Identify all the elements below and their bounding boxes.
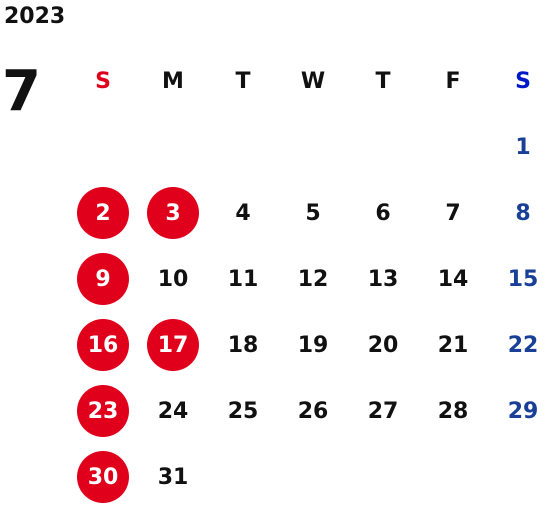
empty-day-cell <box>68 114 138 180</box>
day-cell: 28 <box>418 378 488 444</box>
day-number: 19 <box>297 332 329 358</box>
day-number: 10 <box>157 266 189 292</box>
empty-day-cell <box>208 444 278 510</box>
calendar-week-row: 23 24 25 26 27 28 29 <box>68 378 548 444</box>
weekday-header-tuesday: T <box>235 68 251 94</box>
empty-day-cell <box>488 444 548 510</box>
day-number: 6 <box>375 200 391 226</box>
day-cell: 6 <box>348 180 418 246</box>
empty-day-cell <box>348 444 418 510</box>
empty-day-cell <box>278 114 348 180</box>
day-cell: 7 <box>418 180 488 246</box>
weekday-header-monday: M <box>162 68 184 94</box>
day-number: 18 <box>227 332 259 358</box>
day-number: 16 <box>77 319 129 371</box>
day-cell: 24 <box>138 378 208 444</box>
day-number: 24 <box>157 398 189 424</box>
day-number: 3 <box>147 187 199 239</box>
day-cell: 30 <box>68 444 138 510</box>
day-cell: 8 <box>488 180 548 246</box>
day-number: 5 <box>305 200 321 226</box>
day-number: 20 <box>367 332 399 358</box>
calendar-grid: S M T W T F S 1 2 3 4 5 6 7 8 9 10 11 12 13 14 15 16 17 1… <box>68 48 548 510</box>
weekday-header-friday: F <box>445 68 461 94</box>
day-cell: 27 <box>348 378 418 444</box>
day-number: 13 <box>367 266 399 292</box>
day-number: 11 <box>227 266 259 292</box>
day-cell: 19 <box>278 312 348 378</box>
calendar-month: 7 <box>2 59 41 124</box>
day-number: 12 <box>297 266 329 292</box>
day-number: 30 <box>77 451 129 503</box>
day-cell: 2 <box>68 180 138 246</box>
weekday-header-row: S M T W T F S <box>68 48 548 114</box>
day-number: 29 <box>507 398 539 424</box>
day-number: 9 <box>77 253 129 305</box>
day-number: 8 <box>515 200 531 226</box>
day-number: 15 <box>507 266 539 292</box>
day-cell: 12 <box>278 246 348 312</box>
day-cell: 4 <box>208 180 278 246</box>
calendar-week-row: 16 17 18 19 20 21 22 <box>68 312 548 378</box>
day-cell: 9 <box>68 246 138 312</box>
day-cell: 25 <box>208 378 278 444</box>
empty-day-cell <box>278 444 348 510</box>
calendar-year: 2023 <box>4 4 66 29</box>
day-number: 21 <box>437 332 469 358</box>
day-number: 25 <box>227 398 259 424</box>
empty-day-cell <box>208 114 278 180</box>
weekday-header-sunday: S <box>95 68 111 94</box>
day-cell: 29 <box>488 378 548 444</box>
day-cell: 22 <box>488 312 548 378</box>
day-number: 26 <box>297 398 329 424</box>
day-cell: 5 <box>278 180 348 246</box>
empty-day-cell <box>418 444 488 510</box>
empty-day-cell <box>348 114 418 180</box>
day-number: 31 <box>157 464 189 490</box>
calendar-week-row: 1 <box>68 114 548 180</box>
day-number: 27 <box>367 398 399 424</box>
day-cell: 3 <box>138 180 208 246</box>
day-cell: 15 <box>488 246 548 312</box>
day-cell: 26 <box>278 378 348 444</box>
day-number: 1 <box>515 134 531 160</box>
calendar-week-row: 9 10 11 12 13 14 15 <box>68 246 548 312</box>
weekday-header-saturday: S <box>515 68 531 94</box>
day-cell: 20 <box>348 312 418 378</box>
day-cell: 18 <box>208 312 278 378</box>
day-number: 7 <box>445 200 461 226</box>
day-number: 22 <box>507 332 539 358</box>
day-cell: 31 <box>138 444 208 510</box>
day-cell: 23 <box>68 378 138 444</box>
day-number: 17 <box>147 319 199 371</box>
empty-day-cell <box>418 114 488 180</box>
weekday-header-thursday: T <box>375 68 391 94</box>
day-number: 2 <box>77 187 129 239</box>
day-cell: 13 <box>348 246 418 312</box>
empty-day-cell <box>138 114 208 180</box>
calendar-week-row: 30 31 <box>68 444 548 510</box>
day-cell: 16 <box>68 312 138 378</box>
day-cell: 11 <box>208 246 278 312</box>
day-number: 23 <box>77 385 129 437</box>
day-number: 28 <box>437 398 469 424</box>
day-cell: 21 <box>418 312 488 378</box>
weekday-header-wednesday: W <box>300 68 326 94</box>
day-number: 14 <box>437 266 469 292</box>
calendar-weeks: 1 2 3 4 5 6 7 8 9 10 11 12 13 14 15 16 17 18 19 20 21 22 23 24 2… <box>68 114 548 510</box>
day-cell: 14 <box>418 246 488 312</box>
day-cell: 1 <box>488 114 548 180</box>
day-number: 4 <box>235 200 251 226</box>
day-cell: 10 <box>138 246 208 312</box>
day-cell: 17 <box>138 312 208 378</box>
